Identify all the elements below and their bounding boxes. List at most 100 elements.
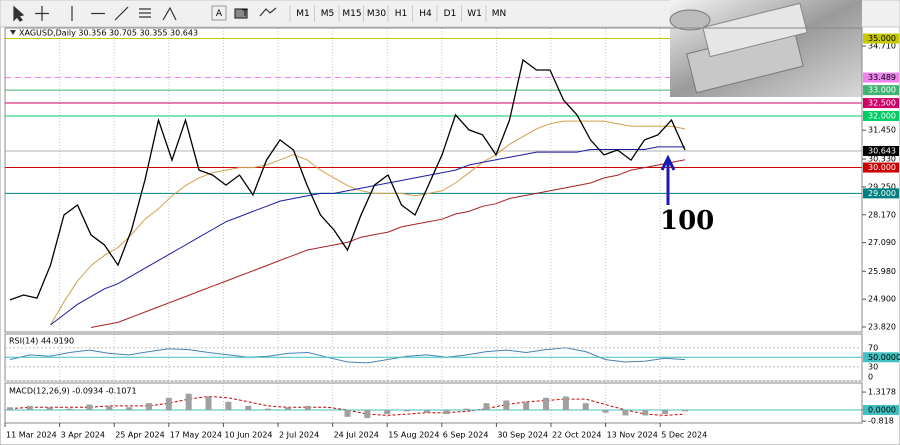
rsi-tick-label: 30: [868, 362, 878, 371]
date-label: 22 Oct 2024: [552, 431, 601, 440]
price-tick-label: 27.090: [868, 238, 896, 247]
rsi-line: [9, 347, 686, 364]
cursor-tool[interactable]: [13, 5, 25, 22]
macd-bar: [642, 410, 649, 416]
timeframe-button[interactable]: M15: [342, 9, 361, 19]
rect-tool[interactable]: [234, 8, 248, 19]
level-label-bg: [863, 110, 899, 121]
header-marker: [10, 30, 16, 35]
macd-bar: [324, 410, 331, 411]
price-line: [9, 58, 686, 301]
timeframe-button[interactable]: H4: [419, 9, 432, 19]
macd-bar: [582, 403, 589, 410]
timeframe-button[interactable]: MN: [492, 9, 507, 19]
macd-bar: [503, 400, 510, 410]
text-tool[interactable]: T: [241, 9, 248, 19]
date-label: 11 Mar 2024: [6, 431, 57, 440]
timeframe-button[interactable]: M30: [367, 9, 386, 19]
macd-label-bg: [863, 405, 899, 415]
macd-bar: [404, 410, 411, 412]
date-label: 3 Apr 2024: [61, 431, 105, 440]
level-label-bg: [863, 188, 899, 199]
current-price-label: 30.643: [868, 146, 896, 155]
moving-average: [50, 120, 686, 326]
level-label: 33.489: [868, 73, 896, 82]
macd-tick-label: 0.0000: [868, 406, 896, 415]
macd-bar: [106, 405, 113, 410]
macd-bar: [364, 410, 371, 419]
chart-header: XAGUSD,Daily 30.356 30.705 30.355 30.643: [19, 29, 198, 38]
macd-bar: [205, 396, 212, 410]
inset-photo: [669, 0, 862, 97]
timeframe-button[interactable]: H1: [395, 9, 408, 19]
annotation-arrow: [660, 154, 676, 205]
price-tick-label: 25.980: [868, 267, 896, 276]
macd-bar: [682, 410, 688, 412]
crosshair-tool[interactable]: [35, 6, 49, 21]
macd-bar: [26, 405, 33, 410]
date-label: 17 May 2024: [170, 431, 222, 440]
date-label: 5 Dec 2024: [661, 431, 707, 440]
macd-bar: [463, 408, 470, 410]
timeframe-button[interactable]: M5: [321, 9, 335, 19]
rsi-tick-label: 50.0000: [868, 353, 900, 362]
date-label: 15 Aug 2024: [388, 431, 439, 440]
date-label: 2 Jul 2024: [279, 431, 319, 440]
macd-bar: [344, 410, 351, 417]
level-label-bg: [863, 33, 899, 44]
macd-bar: [622, 410, 629, 416]
price-panel: [4, 27, 863, 333]
timeframe-button[interactable]: W1: [467, 9, 482, 19]
level-label: 29.000: [868, 189, 896, 198]
price-tick-label: 30.330: [868, 155, 896, 164]
macd-bar: [384, 410, 391, 415]
timeframe-button[interactable]: D1: [444, 9, 457, 19]
level-label: 32.500: [868, 99, 896, 108]
level-label: 33.000: [868, 86, 896, 95]
moving-average: [90, 159, 686, 328]
macd-bar: [145, 403, 152, 410]
macd-signal: [9, 395, 686, 416]
rsi-tick-label: 70: [868, 343, 878, 352]
level-label-bg: [863, 162, 899, 173]
timeframe-button[interactable]: M1: [296, 9, 310, 19]
price-tick-label: 31.450: [868, 126, 896, 135]
macd-bar: [523, 401, 530, 410]
text-tool[interactable]: A: [216, 9, 223, 19]
rsi-tick-label: 0: [868, 373, 873, 382]
price-tick-label: 34.710: [868, 42, 896, 51]
macd-bar: [66, 408, 73, 410]
date-label: 24 Jul 2024: [334, 431, 379, 440]
arrows-tool[interactable]: [259, 7, 277, 17]
level-label-bg: [863, 72, 899, 83]
macd-bar: [423, 410, 430, 413]
macd-bar: [483, 403, 490, 410]
fibo-tool[interactable]: [162, 6, 177, 21]
level-label: 30.000: [868, 163, 896, 172]
price-tick-label: 23.820: [868, 323, 896, 332]
channel-tool[interactable]: [139, 8, 151, 18]
date-label: 6 Sep 2024: [443, 431, 489, 440]
annotation: 100: [660, 206, 714, 236]
macd-bar: [304, 405, 311, 410]
level-label-bg: [863, 98, 899, 109]
macd-bar: [265, 408, 272, 410]
macd-bar: [443, 410, 450, 415]
macd-panel: [4, 382, 863, 424]
macd-bar: [126, 407, 133, 410]
macd-bar: [185, 393, 192, 410]
macd-bar: [245, 405, 252, 410]
toolbar-icons: [13, 5, 277, 22]
date-label: 10 Jun 2024: [224, 431, 272, 440]
date-label: 25 Apr 2024: [115, 431, 164, 440]
trendline-tool[interactable]: [114, 6, 129, 21]
level-label: 32.000: [868, 111, 896, 120]
moving-average: [50, 146, 685, 326]
macd-bar: [225, 401, 232, 410]
macd-bar: [86, 404, 93, 410]
current-price-bg: [863, 145, 899, 156]
date-label: 13 Nov 2024: [607, 431, 658, 440]
text-tool-box[interactable]: [211, 5, 227, 21]
